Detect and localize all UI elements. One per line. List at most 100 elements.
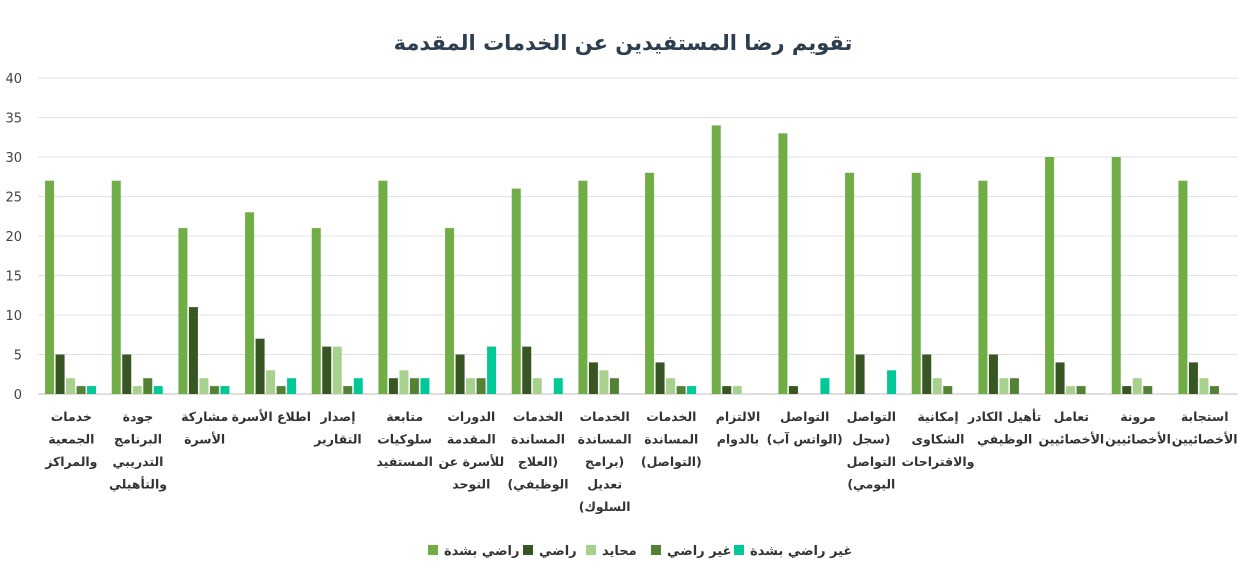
x-tick-label: مرونة الأخصائيين (1105, 409, 1171, 447)
bar (578, 180, 588, 394)
bar (911, 172, 921, 394)
bar (1143, 386, 1153, 394)
bar (645, 172, 655, 394)
bar (932, 378, 942, 394)
bar (1111, 157, 1121, 394)
x-tick-label: التواصل (سجل التواصل اليومي) (847, 409, 896, 492)
bar (1178, 180, 1188, 394)
bar (1009, 378, 1019, 394)
bar (1132, 378, 1142, 394)
y-tick-label: 15 (5, 270, 22, 285)
bar (487, 346, 497, 394)
bar (1076, 386, 1086, 394)
y-tick-label: 5 (14, 349, 22, 364)
bar (255, 338, 265, 394)
bar (455, 354, 465, 394)
bar (220, 386, 230, 394)
chart-title: تقويم رضا المستفيدين عن الخدمات المقدمة (394, 31, 853, 55)
bar (111, 180, 121, 394)
bar (76, 386, 86, 394)
bar (378, 180, 388, 394)
x-tick-label: الخدمات المساندة (العلاج الوظيفي) (507, 409, 568, 492)
bar (409, 378, 419, 394)
bar (711, 125, 721, 395)
legend-swatch (651, 545, 661, 555)
bar (445, 228, 455, 394)
bar (178, 228, 188, 394)
bar (66, 378, 76, 394)
bar (245, 212, 255, 394)
bar (1188, 362, 1198, 394)
bar (266, 370, 276, 394)
x-tick-label: إصدار التقارير (313, 409, 361, 447)
y-tick-label: 25 (5, 191, 22, 206)
bar (45, 180, 55, 394)
bar (466, 378, 476, 394)
legend-label: راضي بشدة (444, 544, 519, 559)
bar (655, 362, 665, 394)
bar (122, 354, 132, 394)
bar (343, 386, 353, 394)
bar (199, 378, 209, 394)
bar (1066, 386, 1076, 394)
bar (353, 378, 363, 394)
gridlines (38, 77, 1238, 395)
x-tick-label: خدمات الجمعية والمراكز (44, 409, 97, 469)
bar (522, 346, 532, 394)
legend-item: محايد (586, 544, 637, 559)
bar (666, 378, 676, 394)
y-axis-ticks: 0 5 10 15 20 25 30 35 40 (5, 72, 22, 403)
bar (311, 228, 321, 394)
legend-swatch (734, 545, 744, 555)
bar (209, 386, 219, 394)
bar (532, 378, 542, 394)
bar (609, 378, 619, 394)
bar (1055, 362, 1065, 394)
bar (420, 378, 430, 394)
x-tick-label: جودة البرنامج التدريبي والتأهيلي (109, 409, 167, 492)
x-tick-label: اطلاع الأسرة (232, 409, 311, 424)
bar (855, 354, 865, 394)
legend-label: غير راضي بشدة (750, 544, 852, 559)
bar (788, 386, 798, 394)
x-tick-label: تأهيل الكادر الوظيفي (967, 408, 1041, 447)
bar (153, 386, 163, 394)
bar (599, 370, 609, 394)
bar (476, 378, 486, 394)
legend-item: راضي (523, 544, 577, 559)
legend-swatch (586, 545, 596, 555)
bar (287, 378, 297, 394)
y-tick-label: 35 (5, 112, 22, 127)
y-tick-label: 10 (5, 309, 22, 324)
bar (887, 370, 897, 394)
legend-label: محايد (602, 544, 637, 559)
legend-item: غير راضي (651, 544, 731, 559)
bar (820, 378, 830, 394)
bar (1045, 157, 1055, 394)
bar (845, 172, 855, 394)
bar (1209, 386, 1219, 394)
bars (45, 125, 1219, 395)
legend-item: غير راضي بشدة (734, 544, 852, 559)
x-tick-label: إمكانية الشكاوى والاقتراحات (902, 409, 975, 469)
x-tick-label: مشاركة الأسرة (181, 409, 228, 447)
bar (188, 307, 198, 394)
legend-swatch (428, 545, 438, 555)
bar (276, 386, 286, 394)
x-tick-label: استجابة الأخصائيين (1172, 409, 1238, 447)
bar (999, 378, 1009, 394)
bar (1199, 378, 1209, 394)
bar (978, 180, 988, 394)
bar (143, 378, 153, 394)
bar (322, 346, 332, 394)
x-tick-label: التواصل (الواتس آب) (767, 409, 843, 447)
y-tick-label: 20 (5, 230, 22, 245)
x-tick-label: الالتزام بالدوام (716, 409, 761, 448)
x-tick-label: الخدمات المساندة (التواصل) (641, 409, 702, 469)
bar (778, 133, 788, 395)
legend: راضي بشدة راضي محايد غير راضي غير راضي بشدة (428, 544, 852, 559)
x-tick-label: الخدمات المساندة (برامج تعديل السلوك) (578, 409, 632, 514)
x-tick-label: الدورات المقدمة للأسرة عن التوحد (438, 409, 504, 492)
